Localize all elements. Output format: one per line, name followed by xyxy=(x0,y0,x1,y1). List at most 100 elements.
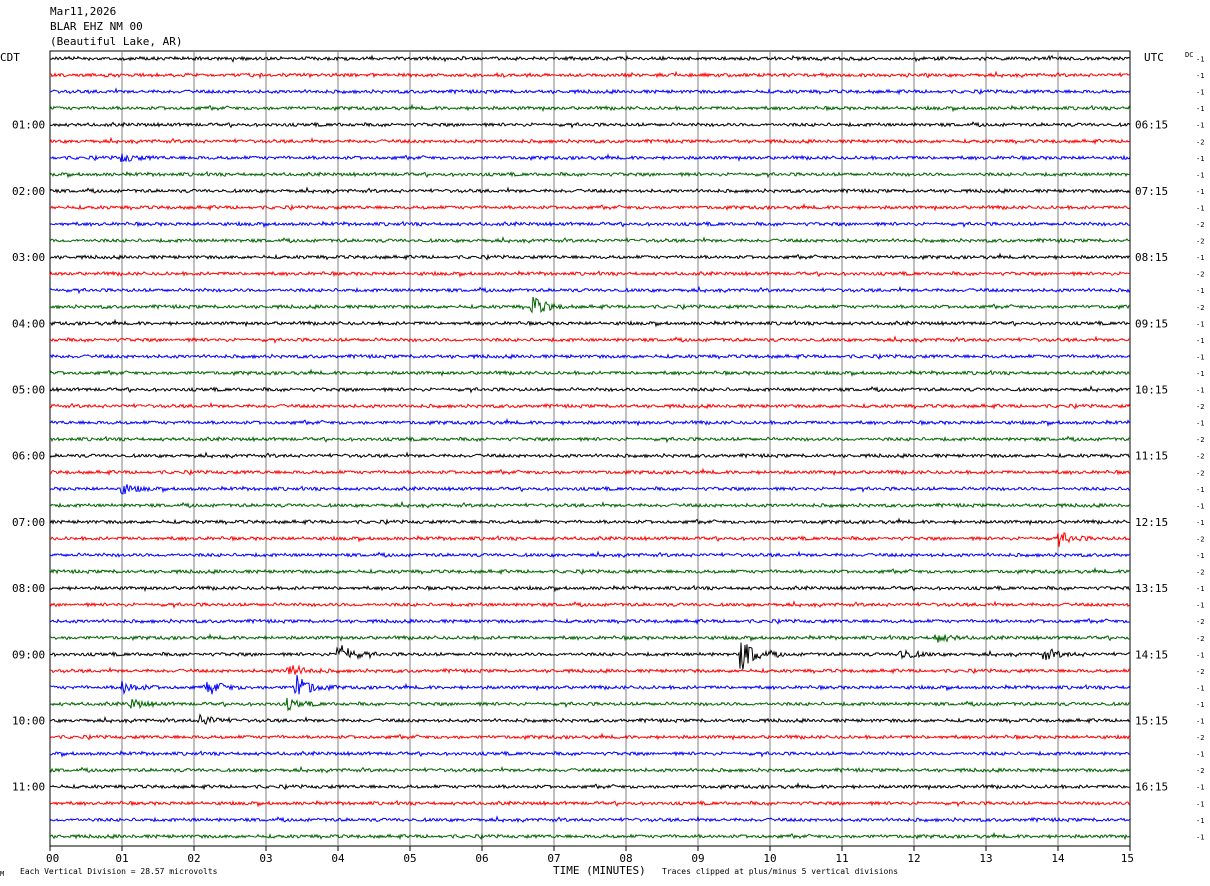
dc-offset-label: -1 xyxy=(1196,502,1204,510)
trace-row-33 xyxy=(49,600,1131,609)
trace-row-42 xyxy=(49,750,1131,758)
trace-row-11 xyxy=(49,235,1131,244)
header-date: Mar11,2026 xyxy=(50,5,116,18)
dc-offset-label: -2 xyxy=(1196,453,1204,461)
trace-row-31 xyxy=(49,566,1131,576)
corner-mark: M xyxy=(0,870,4,878)
left-hour-label: 08:00 xyxy=(12,582,45,595)
x-tick-label: 03 xyxy=(259,852,272,865)
dc-offset-label: -2 xyxy=(1196,238,1204,246)
dc-offset-label: -2 xyxy=(1196,569,1204,577)
dc-offset-label: -2 xyxy=(1196,469,1204,477)
x-tick-label: 02 xyxy=(187,852,200,865)
gridlines xyxy=(121,51,1059,846)
left-hour-label: 07:00 xyxy=(12,516,45,529)
left-hour-label: 05:00 xyxy=(12,384,45,397)
trace-row-18 xyxy=(49,352,1131,361)
left-hour-label: 09:00 xyxy=(12,648,45,661)
left-hour-label: 03:00 xyxy=(12,251,45,264)
trace-row-7 xyxy=(49,170,1131,179)
x-tick-label: 08 xyxy=(619,852,632,865)
dc-offset-label: -1 xyxy=(1196,519,1204,527)
dc-offset-label: -1 xyxy=(1196,718,1204,726)
dc-offset-label: -2 xyxy=(1196,221,1204,229)
dc-offset-label: -2 xyxy=(1196,734,1204,742)
left-hour-label: 01:00 xyxy=(12,119,45,132)
left-timezone-label: CDT xyxy=(0,51,20,64)
trace-row-43 xyxy=(49,765,1131,774)
dc-offset-label: -1 xyxy=(1196,171,1204,179)
left-hour-label: 11:00 xyxy=(12,781,45,794)
dc-offset-label: -1 xyxy=(1196,552,1204,560)
plot-frame xyxy=(49,50,1131,847)
dc-offset-label: -2 xyxy=(1196,271,1204,279)
trace-row-29 xyxy=(49,532,1131,547)
trace-row-46 xyxy=(49,815,1131,824)
trace-row-14 xyxy=(49,285,1131,295)
plot-frame-group xyxy=(49,50,1131,847)
dc-offset-label: -2 xyxy=(1196,668,1204,676)
right-hour-labels: 06:15 07:15 08:15 09:15 10:15 11:15 12:15 13:15… xyxy=(1135,119,1168,794)
right-hour-label: 11:15 xyxy=(1135,450,1168,463)
dc-offset-label: -1 xyxy=(1196,287,1204,295)
trace-row-12 xyxy=(49,252,1131,261)
header-station: BLAR EHZ NM 00 xyxy=(50,20,143,33)
dc-offset-label: -2 xyxy=(1196,635,1204,643)
dc-offset-label: -2 xyxy=(1196,436,1204,444)
left-hour-labels: 01:00 02:00 03:00 04:00 05:00 06:00 07:00 08:00… xyxy=(12,119,45,794)
dc-offset-label: -1 xyxy=(1196,486,1204,494)
trace-row-27 xyxy=(49,500,1131,509)
trace-row-2 xyxy=(50,87,1131,96)
dc-offset-label: -2 xyxy=(1196,403,1204,411)
trace-row-35 xyxy=(49,633,1131,643)
trace-row-22 xyxy=(49,417,1131,427)
left-hour-label: 06:00 xyxy=(12,450,45,463)
dc-offset-label: -1 xyxy=(1196,833,1204,841)
right-timezone-label: UTC xyxy=(1144,51,1164,64)
dc-offset-label: -1 xyxy=(1196,72,1204,80)
dc-offset-label: -1 xyxy=(1196,353,1204,361)
right-hour-label: 10:15 xyxy=(1135,384,1168,397)
x-tick-label: 14 xyxy=(1051,852,1065,865)
x-tick-label: 10 xyxy=(763,852,776,865)
right-hour-label: 07:15 xyxy=(1135,185,1168,198)
clip-note: Traces clipped at plus/minus 5 vertical … xyxy=(662,867,898,876)
scale-note: Each Vertical Division = 28.57 microvolt… xyxy=(20,867,218,876)
trace-row-17 xyxy=(49,335,1131,345)
trace-row-26 xyxy=(49,484,1131,495)
trace-row-41 xyxy=(49,732,1131,741)
x-tick-label: 07 xyxy=(547,852,560,865)
x-tick-label: 13 xyxy=(979,852,992,865)
x-axis-ticks: 00 01 02 03 04 05 06 07 08 09 10 11 12 13 14 15 xyxy=(46,846,1134,865)
dc-offset-label: -1 xyxy=(1196,602,1204,610)
dc-offset-label: -1 xyxy=(1196,585,1204,593)
trace-row-3 xyxy=(49,103,1131,113)
right-hour-label: 08:15 xyxy=(1135,251,1168,264)
trace-row-15 xyxy=(49,296,1131,314)
dc-offset-label: -2 xyxy=(1196,304,1204,312)
trace-row-30 xyxy=(49,550,1131,559)
x-tick-label: 12 xyxy=(907,852,920,865)
dc-offset-label: -1 xyxy=(1196,188,1204,196)
dc-offset-label: -2 xyxy=(1196,536,1204,544)
trace-row-9 xyxy=(49,202,1131,212)
trace-row-34 xyxy=(49,617,1131,625)
trace-row-0 xyxy=(49,54,1131,63)
dc-offset-label: -1 xyxy=(1196,817,1204,825)
left-hour-label: 02:00 xyxy=(12,185,45,198)
trace-row-32 xyxy=(49,584,1131,593)
dc-offset-labels: -1 -1 -1 -1 -1 -2 -1 -1 -1 -1 -2 -2 -1 -2 -1 -2 -1 -1 -1 -1… xyxy=(1196,56,1204,842)
dc-offset-label: -2 xyxy=(1196,767,1204,775)
dc-offset-label: -1 xyxy=(1196,205,1204,213)
trace-row-4 xyxy=(49,121,1131,129)
trace-row-1 xyxy=(49,70,1130,80)
dc-offset-label: -1 xyxy=(1196,89,1204,97)
x-tick-label: 05 xyxy=(403,852,416,865)
dc-label: DC xyxy=(1185,51,1193,59)
dc-offset-label: -1 xyxy=(1196,420,1204,428)
dc-offset-label: -1 xyxy=(1196,122,1204,130)
trace-row-5 xyxy=(49,136,1131,146)
trace-row-6 xyxy=(49,153,1131,163)
x-tick-label: 15 xyxy=(1121,852,1134,865)
